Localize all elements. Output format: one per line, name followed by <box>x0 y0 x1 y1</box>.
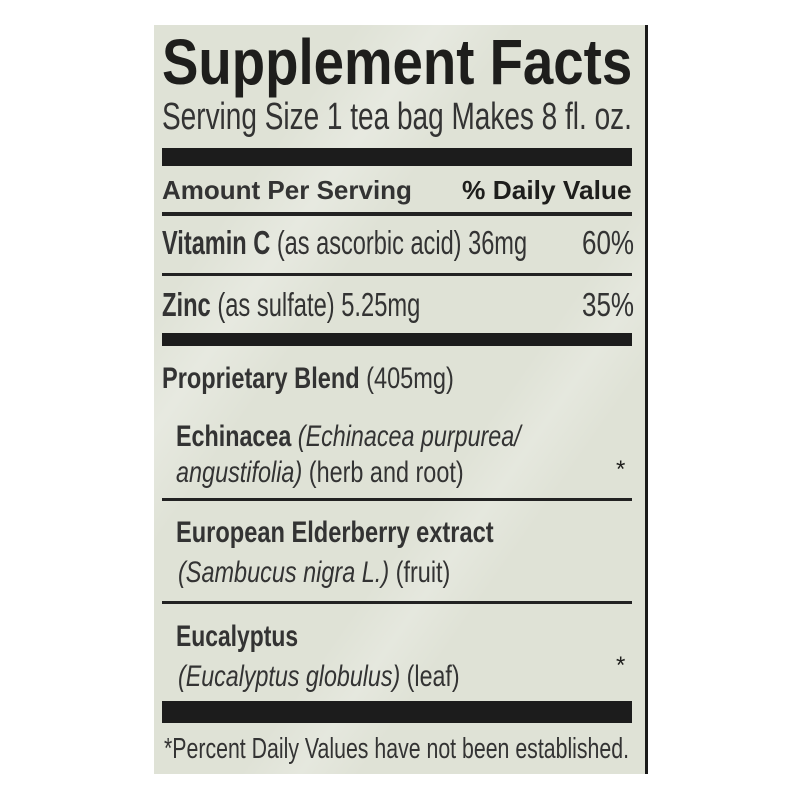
daily-value-header: % Daily Value <box>462 175 632 205</box>
divider <box>162 212 632 216</box>
ingredient-elderberry-line2: (Sambucus nigra L.) (fruit) <box>178 558 450 588</box>
nutrient-dv: 60% <box>582 224 635 261</box>
divider <box>162 601 632 604</box>
nutrient-row: Zinc (as sulfate) 5.25mg <box>162 288 420 321</box>
blend-amount: (405mg) <box>366 362 454 395</box>
nutrient-dv: 35% <box>582 286 635 323</box>
ingredient-latin: (Echinacea purpurea/ <box>297 420 521 453</box>
ingredient-dv: * <box>616 456 626 483</box>
blend-name: Proprietary Blend <box>162 362 360 395</box>
ingredient-echinacea-line2: angustifolia) (herb and root) <box>176 458 464 488</box>
ingredient-part: (herb and root) <box>308 456 464 489</box>
nutrient-row: Vitamin C (as ascorbic acid) 36mg <box>162 226 527 259</box>
nutrient-detail: (as sulfate) 5.25mg <box>217 286 421 323</box>
ingredient-name: Echinacea <box>176 420 292 453</box>
nutrient-name: Zinc <box>162 286 211 323</box>
footnote: *Percent Daily Values have not been esta… <box>164 733 630 765</box>
ingredient-echinacea-line1: Echinacea (Echinacea purpurea/ <box>176 422 521 452</box>
ingredient-latin: (Sambucus nigra L.) <box>178 556 390 589</box>
amount-per-serving-header: Amount Per Serving <box>162 175 412 205</box>
panel-border <box>645 25 648 774</box>
ingredient-eucalyptus-name: Eucalyptus <box>176 620 299 653</box>
thick-divider <box>162 701 632 723</box>
ingredient-part: (fruit) <box>395 556 451 589</box>
nutrient-detail: (as ascorbic acid) 36mg <box>276 224 528 261</box>
divider <box>162 498 632 501</box>
proprietary-blend: Proprietary Blend (405mg) <box>162 364 454 394</box>
thick-divider <box>162 148 632 166</box>
ingredient-latin: (Eucalyptus globulus) <box>178 660 401 693</box>
thick-divider <box>162 333 632 346</box>
ingredient-eucalyptus-line2: (Eucalyptus globulus) (leaf) <box>178 662 460 692</box>
ingredient-part: (leaf) <box>406 660 460 693</box>
ingredient-dv: * <box>616 652 626 679</box>
divider <box>162 273 632 276</box>
ingredient-elderberry-name: European Elderberry extract <box>176 516 494 549</box>
ingredient-latin: angustifolia) <box>176 456 303 489</box>
serving-size: Serving Size 1 tea bag Makes 8 fl. oz. <box>162 96 632 138</box>
nutrient-name: Vitamin C <box>162 224 271 261</box>
title: Supplement Facts <box>162 26 633 98</box>
